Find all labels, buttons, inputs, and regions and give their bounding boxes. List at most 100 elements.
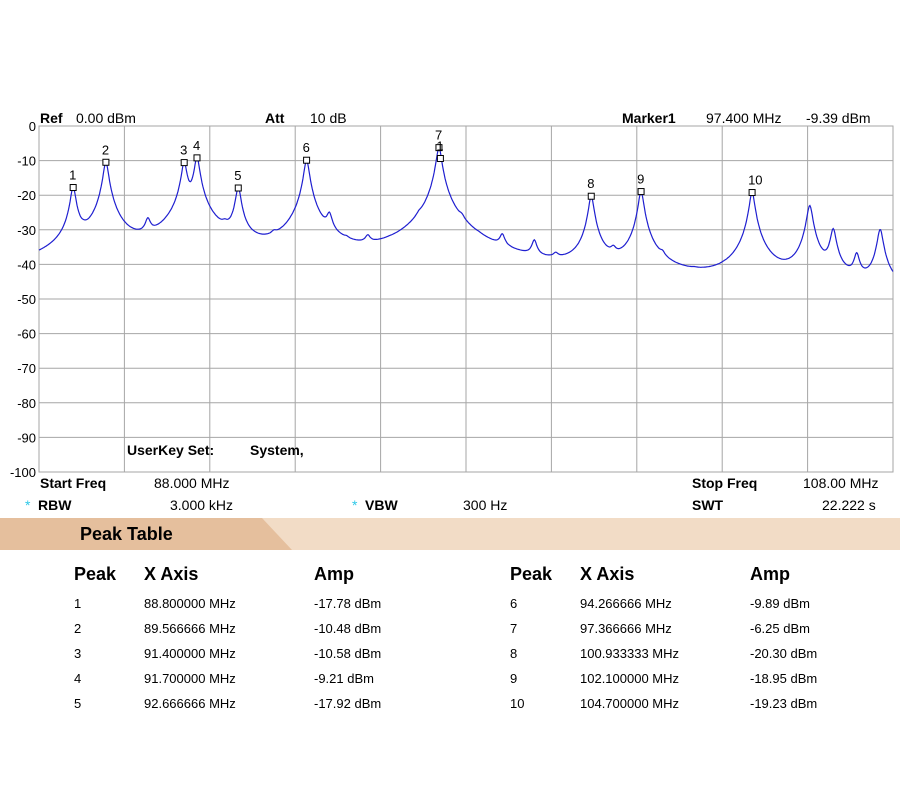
- y-tick-label: -40: [17, 257, 36, 272]
- x-axis-cell: 94.266666 MHz: [580, 596, 672, 611]
- column-header-amp: Amp: [750, 563, 790, 584]
- peak-marker-label: 7: [435, 128, 442, 143]
- peak-number-cell: 2: [74, 621, 82, 636]
- rbw-label: RBW: [38, 497, 72, 513]
- y-tick-label: -50: [17, 292, 36, 307]
- x-axis-cell: 88.800000 MHz: [144, 596, 236, 611]
- swt-label: SWT: [692, 497, 724, 513]
- peak-marker-box: [69, 184, 77, 192]
- peak-markers: 1 2 3 4 5 6 7 8 9 10 1: [69, 128, 763, 200]
- y-tick-label: -30: [17, 223, 36, 238]
- marker1-frequency: 97.400 MHz: [706, 110, 781, 126]
- stop-freq-label: Stop Freq: [692, 475, 757, 491]
- peak-marker-label: 3: [180, 143, 187, 158]
- x-axis-cell: 100.933333 MHz: [580, 646, 680, 661]
- userkey-value: System,: [250, 442, 304, 458]
- peak-marker-box: [180, 159, 188, 167]
- column-header-peak: Peak: [74, 563, 117, 584]
- peak-number-cell: 9: [510, 671, 518, 686]
- table-row: 6 94.266666 MHz -9.89 dBm: [510, 591, 890, 616]
- peak-marker-box: [193, 154, 201, 162]
- vbw-label: VBW: [365, 497, 398, 513]
- peak-marker-box: [435, 144, 443, 152]
- peak-marker-box: [587, 192, 595, 200]
- peak-marker-label: 8: [587, 176, 594, 191]
- ref-label: Ref: [40, 110, 63, 126]
- table-row: 5 92.666666 MHz -17.92 dBm: [74, 691, 454, 716]
- table-row: 8 100.933333 MHz -20.30 dBm: [510, 641, 890, 666]
- spectrum-analyzer-display: Ref 0.00 dBm Att 10 dB Marker1 97.400 MH…: [10, 110, 894, 513]
- table-row: 9 102.100000 MHz -18.95 dBm: [510, 666, 890, 691]
- x-axis-cell: 91.400000 MHz: [144, 646, 236, 661]
- peak-marker-label: 5: [234, 168, 241, 183]
- y-axis-ticks: 0 -10 -20 -30 -40 -50 -60 -70 -80 -90 -100: [10, 119, 36, 480]
- start-freq-label: Start Freq: [40, 475, 106, 491]
- peak-marker-box: [748, 189, 756, 197]
- peak-table-left: Peak X Axis Amp 1 88.800000 MHz -17.78 dBm…: [74, 563, 454, 716]
- table-header-row: Peak X Axis Amp: [510, 563, 890, 591]
- peak-marker-box: [303, 156, 311, 164]
- peak-number-cell: 10: [510, 696, 525, 711]
- peak-marker-box: [234, 184, 242, 192]
- peak-marker-label: 10: [748, 173, 762, 188]
- rbw-value: 3.000 kHz: [170, 497, 233, 513]
- table-row: 3 91.400000 MHz -10.58 dBm: [74, 641, 454, 666]
- y-tick-label: -20: [17, 188, 36, 203]
- marker1-box: [436, 154, 444, 162]
- peak-number-cell: 8: [510, 646, 518, 661]
- table-header-row: Peak X Axis Amp: [74, 563, 454, 591]
- column-header-x-axis: X Axis: [144, 563, 199, 584]
- swt-value: 22.222 s: [822, 497, 876, 513]
- peak-number-cell: 1: [74, 596, 82, 611]
- peak-table-right: Peak X Axis Amp 6 94.266666 MHz -9.89 dBm 7…: [510, 563, 890, 716]
- marker1-label: Marker1: [622, 110, 676, 126]
- amp-cell: -19.23 dBm: [750, 696, 818, 711]
- peak-marker-box: [637, 188, 645, 196]
- userkey-label: UserKey Set:: [127, 442, 214, 458]
- column-header-x-axis: X Axis: [580, 563, 635, 584]
- amp-cell: -9.21 dBm: [314, 671, 374, 686]
- y-tick-label: -80: [17, 396, 36, 411]
- marker1-amplitude: -9.39 dBm: [806, 110, 871, 126]
- att-label: Att: [265, 110, 285, 126]
- y-tick-label: -10: [17, 154, 36, 169]
- x-axis-cell: 91.700000 MHz: [144, 671, 236, 686]
- y-tick-label: -70: [17, 361, 36, 376]
- peak-number-cell: 6: [510, 596, 518, 611]
- amp-cell: -17.92 dBm: [314, 696, 382, 711]
- banner-tab: [0, 518, 292, 550]
- start-freq-value: 88.000 MHz: [154, 475, 229, 491]
- spectrum-chart: Ref 0.00 dBm Att 10 dB Marker1 97.400 MH…: [10, 110, 894, 513]
- amp-cell: -6.25 dBm: [750, 621, 810, 636]
- x-axis-cell: 89.566666 MHz: [144, 621, 236, 636]
- amp-cell: -17.78 dBm: [314, 596, 382, 611]
- amp-cell: -20.30 dBm: [750, 646, 818, 661]
- peak-table-title: Peak Table: [80, 524, 173, 544]
- x-axis-cell: 97.366666 MHz: [580, 621, 672, 636]
- spectrum-trace-line: [38, 146, 894, 272]
- x-axis-cell: 92.666666 MHz: [144, 696, 236, 711]
- y-tick-label: -60: [17, 327, 36, 342]
- peak-number-cell: 5: [74, 696, 82, 711]
- peak-number-cell: 7: [510, 621, 518, 636]
- peak-number-cell: 4: [74, 671, 82, 686]
- y-tick-label: 0: [29, 119, 36, 134]
- table-row: 2 89.566666 MHz -10.48 dBm: [74, 616, 454, 641]
- column-header-peak: Peak: [510, 563, 553, 584]
- marker1-glyph-label: 1: [436, 138, 443, 153]
- grid: [38, 125, 894, 473]
- peak-table-header-bar: Peak Table: [0, 518, 900, 550]
- table-row: 4 91.700000 MHz -9.21 dBm: [74, 666, 454, 691]
- peak-marker-label: 4: [193, 138, 200, 153]
- peak-marker-label: 2: [102, 142, 109, 157]
- x-axis-cell: 104.700000 MHz: [580, 696, 680, 711]
- stop-freq-value: 108.00 MHz: [803, 475, 878, 491]
- column-header-amp: Amp: [314, 563, 354, 584]
- table-row: 10 104.700000 MHz -19.23 dBm: [510, 691, 890, 716]
- table-row: 1 88.800000 MHz -17.78 dBm: [74, 591, 454, 616]
- vbw-value: 300 Hz: [463, 497, 507, 513]
- y-tick-label: -90: [17, 430, 36, 445]
- att-value: 10 dB: [310, 110, 347, 126]
- table-row: 7 97.366666 MHz -6.25 dBm: [510, 616, 890, 641]
- peak-marker-label: 6: [303, 140, 310, 155]
